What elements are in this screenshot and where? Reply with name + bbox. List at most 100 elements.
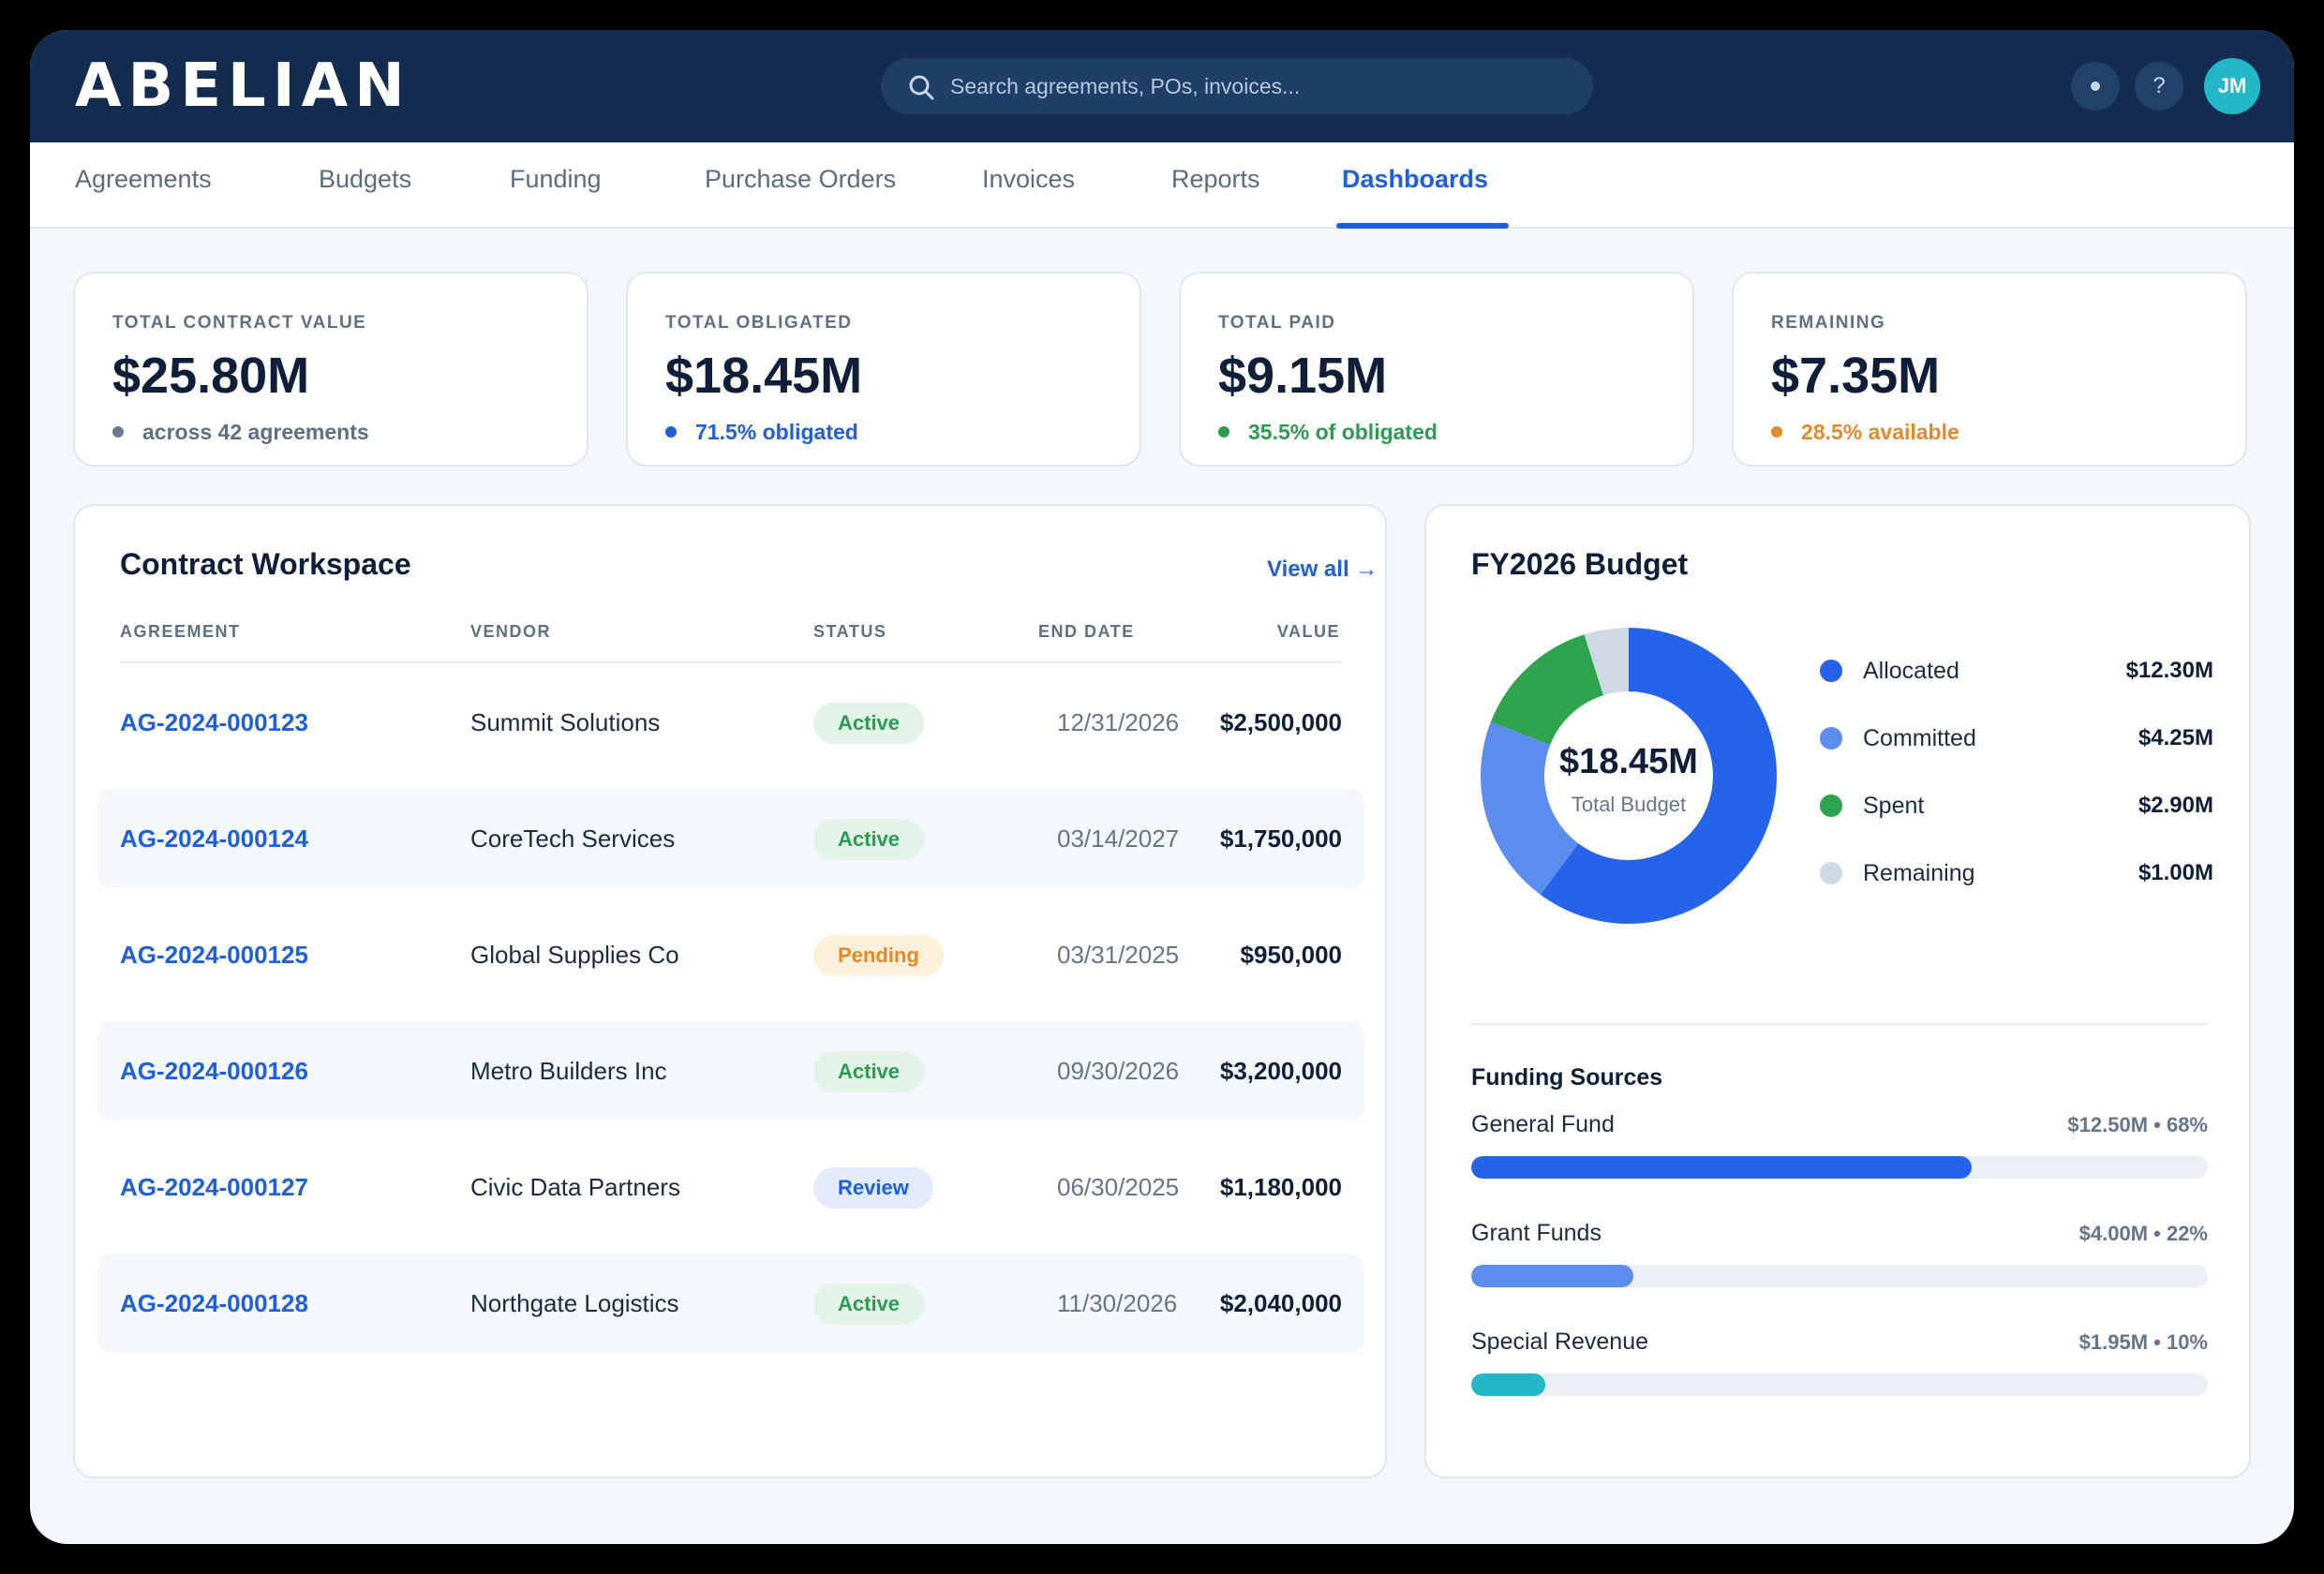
- section-divider: [1471, 1023, 2208, 1025]
- stat-subtext: 35.5% of obligated: [1218, 420, 1438, 445]
- legend-item-remaining: Remaining $1.00M: [1820, 854, 2213, 892]
- donut-segment-remaining: [1481, 628, 1777, 924]
- legend-value: $2.90M: [2138, 793, 2213, 818]
- vendor-name: CoreTech Services: [470, 824, 676, 853]
- status-badge: Active: [813, 1284, 925, 1325]
- notifications-button[interactable]: [2071, 62, 2120, 111]
- agreement-id-link[interactable]: AG-2024-000125: [120, 941, 308, 969]
- legend-item-spent: Spent $2.90M: [1820, 787, 2213, 824]
- tab-funding[interactable]: Funding: [510, 165, 602, 193]
- stat-subtext: 71.5% obligated: [665, 420, 858, 445]
- bullet-icon: [112, 426, 124, 438]
- table-row[interactable]: AG-2024-000123 Summit Solutions Active 1…: [97, 673, 1364, 772]
- contract-workspace-panel: Contract Workspace View all → AGREEMENT …: [73, 504, 1387, 1478]
- legend-dot-icon: [1820, 794, 1842, 817]
- tab-agreements[interactable]: Agreements: [75, 165, 212, 193]
- stat-subtext-label: 71.5% obligated: [695, 420, 858, 444]
- funding-source-special-revenue: Special Revenue $1.95M • 10%: [1471, 1329, 2208, 1403]
- agreement-id-link[interactable]: AG-2024-000128: [120, 1289, 308, 1317]
- table-header-divider: [120, 661, 1342, 663]
- status-badge: Active: [813, 819, 925, 860]
- table-row[interactable]: AG-2024-000127 Civic Data Partners Revie…: [97, 1137, 1364, 1237]
- stat-subtext-label: 28.5% available: [1801, 420, 1959, 444]
- funding-progress-fill: [1471, 1156, 1973, 1179]
- stat-label: TOTAL CONTRACT VALUE: [112, 313, 367, 333]
- agreement-id-link[interactable]: AG-2024-000123: [120, 708, 308, 736]
- bullet-icon: [1771, 426, 1782, 438]
- legend-item-committed: Committed $4.25M: [1820, 720, 2213, 757]
- panel-title: Contract Workspace: [120, 547, 411, 581]
- legend-value: $12.30M: [2125, 658, 2213, 683]
- legend-dot-icon: [1820, 727, 1842, 750]
- table-row[interactable]: AG-2024-000124 CoreTech Services Active …: [97, 789, 1364, 888]
- donut-total-value: $18.45M: [1559, 742, 1698, 781]
- stat-card-total-obligated: TOTAL OBLIGATED $18.45M 71.5% obligated: [626, 272, 1141, 467]
- top-header: ABELIAN ? JM: [30, 30, 2294, 142]
- search-input[interactable]: [950, 58, 1569, 114]
- agreement-id-link[interactable]: AG-2024-000126: [120, 1057, 308, 1085]
- end-date: 03/31/2025: [1057, 941, 1180, 969]
- stat-value: $25.80M: [112, 348, 310, 404]
- stat-subtext-label: 35.5% of obligated: [1248, 420, 1438, 444]
- funding-source-amount: $1.95M • 10%: [2078, 1330, 2208, 1354]
- stat-label: TOTAL PAID: [1218, 313, 1336, 333]
- stat-label: TOTAL OBLIGATED: [665, 313, 853, 333]
- column-header-value[interactable]: VALUE: [1276, 622, 1340, 641]
- stat-subtext: 28.5% available: [1771, 420, 1959, 445]
- contract-value: $950,000: [1240, 941, 1342, 969]
- stat-value: $18.45M: [665, 348, 863, 404]
- tab-purchase-orders[interactable]: Purchase Orders: [705, 165, 897, 193]
- legend-dot-icon: [1820, 660, 1842, 682]
- end-date: 09/30/2026: [1057, 1057, 1180, 1085]
- help-button[interactable]: ?: [2135, 62, 2183, 111]
- view-all-link[interactable]: View all →: [1267, 557, 1378, 582]
- column-header-status[interactable]: STATUS: [813, 622, 887, 641]
- agreement-id-link[interactable]: AG-2024-000124: [120, 824, 308, 853]
- search-bar[interactable]: [881, 58, 1593, 114]
- app-window: ABELIAN ? JM Agreements Budgets Funding …: [30, 30, 2294, 1544]
- bullet-icon: [1218, 426, 1229, 438]
- table-row[interactable]: AG-2024-000126 Metro Builders Inc Active…: [97, 1021, 1364, 1121]
- status-badge: Active: [813, 703, 925, 744]
- legend-dot-icon: [1820, 862, 1842, 884]
- legend-label: Allocated: [1863, 658, 1959, 684]
- table-row[interactable]: AG-2024-000125 Global Supplies Co Pendin…: [97, 905, 1364, 1004]
- stat-label: REMAINING: [1771, 313, 1886, 333]
- vendor-name: Civic Data Partners: [470, 1173, 680, 1201]
- budget-panel: FY2026 Budget $18.45M Total Budget Alloc…: [1424, 504, 2251, 1478]
- end-date: 12/31/2026: [1057, 708, 1180, 736]
- user-avatar[interactable]: JM: [2204, 58, 2260, 114]
- table-row[interactable]: AG-2024-000128 Northgate Logistics Activ…: [97, 1254, 1364, 1353]
- end-date: 03/14/2027: [1057, 824, 1180, 853]
- tab-reports[interactable]: Reports: [1171, 165, 1260, 193]
- budget-donut-chart: [1481, 628, 1777, 924]
- app-logo[interactable]: ABELIAN: [75, 52, 411, 121]
- legend-label: Committed: [1863, 725, 1976, 751]
- funding-source-amount: $4.00M • 22%: [2078, 1222, 2208, 1245]
- tab-budgets[interactable]: Budgets: [319, 165, 412, 193]
- main-nav: Agreements Budgets Funding Purchase Orde…: [30, 142, 2294, 229]
- funding-sources-title: Funding Sources: [1471, 1064, 1663, 1091]
- vendor-name: Summit Solutions: [470, 708, 661, 736]
- legend-item-allocated: Allocated $12.30M: [1820, 652, 2213, 690]
- tab-invoices[interactable]: Invoices: [982, 165, 1076, 193]
- status-badge: Review: [813, 1167, 933, 1209]
- vendor-name: Metro Builders Inc: [470, 1057, 667, 1085]
- stat-subtext: across 42 agreements: [112, 420, 369, 445]
- legend-value: $4.25M: [2138, 725, 2213, 750]
- funding-progress-track: [1471, 1374, 2208, 1396]
- vendor-name: Northgate Logistics: [470, 1289, 679, 1317]
- funding-progress-fill: [1471, 1374, 1545, 1396]
- search-icon: [909, 75, 934, 100]
- stat-subtext-label: across 42 agreements: [142, 420, 369, 444]
- column-header-vendor[interactable]: VENDOR: [470, 622, 552, 641]
- stat-card-remaining: REMAINING $7.35M 28.5% available: [1732, 272, 2247, 467]
- tab-dashboards[interactable]: Dashboards: [1342, 165, 1489, 193]
- contract-value: $3,200,000: [1219, 1057, 1342, 1085]
- panel-title: FY2026 Budget: [1471, 547, 1689, 581]
- stat-card-total-contract-value: TOTAL CONTRACT VALUE $25.80M across 42 a…: [73, 272, 588, 467]
- column-header-end-date[interactable]: END DATE: [1038, 622, 1135, 641]
- agreement-id-link[interactable]: AG-2024-000127: [120, 1173, 308, 1201]
- column-header-agreement[interactable]: AGREEMENT: [120, 622, 241, 641]
- notification-dot-icon: [2091, 82, 2100, 91]
